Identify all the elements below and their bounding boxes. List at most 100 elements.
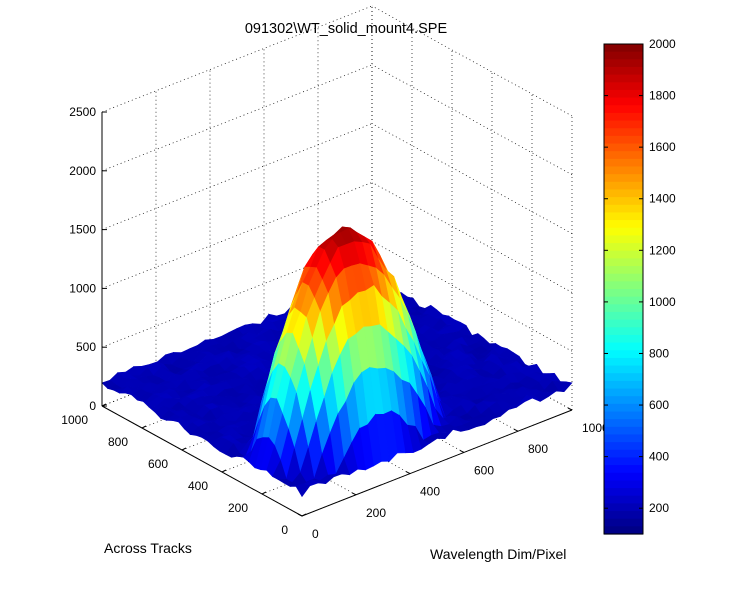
colorbar-band [604, 266, 643, 275]
colorbar-band [604, 250, 643, 259]
colorbar-band [604, 143, 643, 152]
colorbar-band [604, 166, 643, 175]
colorbar-band [604, 465, 643, 474]
colorbar-band [604, 388, 643, 397]
colorbar-band [604, 327, 643, 336]
colorbar-band [604, 97, 643, 106]
colorbar-band [604, 189, 643, 198]
y-tick-label: 800 [108, 435, 128, 449]
x-axis: 0 200 400 600 800 1000 [297, 407, 609, 541]
z-tick-label: 2000 [69, 164, 96, 178]
y-tick-label: 0 [281, 523, 288, 537]
colorbar-band [604, 289, 643, 298]
colorbar-band [604, 204, 643, 214]
colorbar-tick-label: 1600 [649, 140, 676, 154]
z-tick-label: 0 [89, 399, 96, 413]
x-tick-label: 200 [366, 506, 386, 520]
x-tick-label: 0 [312, 527, 319, 541]
colorbar-band [604, 357, 643, 367]
y-tick-label: 1000 [61, 413, 88, 427]
z-axis: 0 500 1000 1500 2000 2500 [69, 105, 107, 413]
y-tick-label: 400 [188, 479, 208, 493]
colorbar-band [604, 380, 643, 390]
colorbar-band [604, 120, 643, 129]
colorbar-band [604, 373, 643, 382]
colorbar-band [604, 503, 643, 512]
colorbar-tick-label: 2000 [649, 37, 676, 51]
colorbar-band [604, 197, 643, 206]
colorbar-band [604, 495, 643, 504]
colorbar-band [604, 518, 643, 527]
colorbar-tick-label: 200 [649, 501, 669, 515]
x-tick-label: 1000 [582, 421, 609, 435]
colorbar-band [604, 319, 643, 328]
colorbar-band [604, 82, 643, 91]
colorbar-band [604, 212, 643, 221]
colorbar-band [604, 342, 643, 351]
axes-box [101, 112, 573, 517]
surface [101, 226, 573, 498]
z-tick-label: 1000 [69, 281, 96, 295]
colorbar-band [604, 181, 643, 191]
colorbar-band [604, 243, 643, 252]
colorbar-band [604, 457, 643, 466]
colorbar-band [604, 426, 643, 436]
y-axis-label: Across Tracks [104, 540, 192, 556]
colorbar-band [604, 411, 643, 420]
colorbar-band [604, 112, 643, 122]
colorbar-band [604, 526, 643, 535]
colorbar-band [604, 220, 643, 229]
colorbar-band [604, 311, 643, 321]
colorbar-frame [603, 43, 644, 535]
colorbar-tick-label: 1000 [649, 295, 676, 309]
colorbar-band [604, 296, 643, 305]
z-tick-label: 2500 [69, 105, 96, 119]
colorbar-tick-label: 800 [649, 346, 669, 360]
z-tick-label: 500 [76, 340, 96, 354]
chart-title: 091302\WT_solid_mount4.SPE [245, 21, 448, 37]
colorbar-band [604, 44, 643, 53]
y-tick-label: 600 [148, 457, 168, 471]
colorbar-band [604, 227, 643, 237]
colorbar-band [604, 74, 643, 83]
colorbar-band [604, 66, 643, 76]
colorbar-tick-label: 400 [649, 450, 669, 464]
colorbar-band [604, 151, 643, 160]
x-tick-label: 400 [420, 485, 440, 499]
colorbar-band [604, 128, 643, 137]
colorbar-band [604, 59, 643, 68]
colorbar-band [604, 472, 643, 482]
colorbar-tick-label: 1800 [649, 89, 676, 103]
colorbar-band [604, 334, 643, 344]
colorbar-band [604, 488, 643, 497]
y-axis: 0 200 400 600 800 1000 [61, 403, 307, 537]
colorbar-band [604, 235, 643, 244]
x-tick-label: 800 [528, 442, 548, 456]
colorbar-band [604, 281, 643, 290]
colorbar-band [604, 350, 643, 359]
colorbar-band [604, 51, 643, 60]
colorbar-band [604, 273, 643, 282]
y-tick-label: 200 [228, 501, 248, 515]
surface-cell [295, 483, 311, 498]
colorbar-band [604, 304, 643, 313]
colorbar-band [604, 158, 643, 168]
colorbar-band [604, 419, 643, 428]
colorbar-tick-label: 600 [649, 398, 669, 412]
colorbar-band [604, 480, 643, 489]
colorbar-band [604, 105, 643, 114]
colorbar-band [604, 396, 643, 405]
colorbar-band [604, 135, 643, 145]
colorbar-band [604, 434, 643, 443]
colorbar-band [604, 403, 643, 413]
colorbar-band [604, 258, 643, 267]
colorbar-tick-label: 1400 [649, 192, 676, 206]
colorbar-band [604, 174, 643, 183]
colorbar-tick-label: 1200 [649, 243, 676, 257]
colorbar-band [604, 365, 643, 374]
x-tick-label: 600 [474, 463, 494, 477]
z-tick-label: 1500 [69, 223, 96, 237]
colorbar-band [604, 89, 643, 99]
x-axis-label: Wavelength Dim/Pixel [430, 546, 566, 562]
